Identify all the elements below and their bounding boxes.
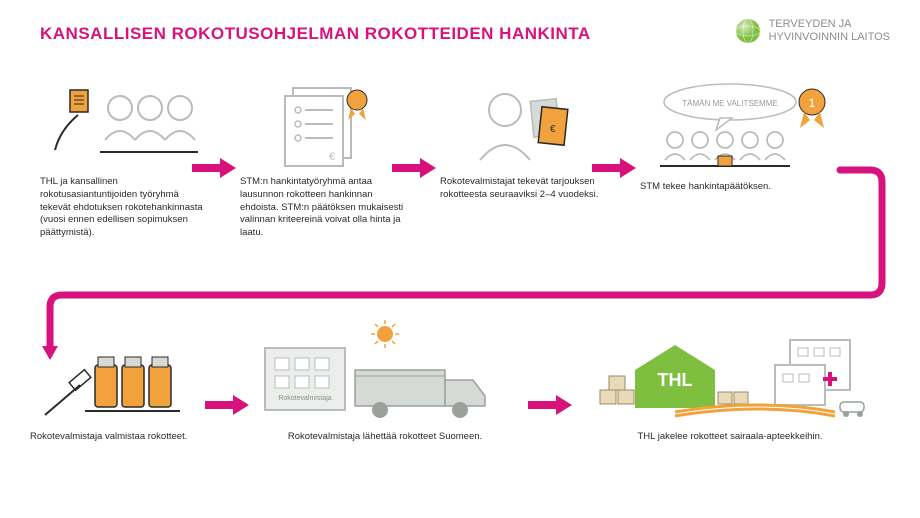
vials-icon [30,335,200,425]
group-proposal-icon [40,80,210,170]
thl-distribute-icon: THL [580,320,880,425]
factory-truck-icon: Rokotevalmistaja [255,320,515,425]
step-5-caption: Rokotevalmistaja valmistaa rokotteet. [30,431,200,444]
svg-text:THL: THL [658,370,693,390]
thl-logo: TERVEYDEN JA HYVINVOINNIN LAITOS [735,18,890,44]
decision-icon: TÄMÄN ME VALITSEMME 1 [640,80,850,175]
step-1: THL ja kansallinen rokotusasiantuntijoid… [40,80,210,240]
step-4-caption: STM tekee hankintapäätöksen. [640,181,850,194]
step-5: Rokotevalmistaja valmistaa rokotteet. [30,335,200,444]
step-3-caption: Rokotevalmistajat tekevät tarjouksen rok… [440,176,610,202]
person-papers-icon: € [440,80,610,170]
arrow-5 [528,395,572,415]
svg-text:€: € [329,151,335,163]
step-7-caption: THL jakelee rokotteet sairaala-apteekkei… [580,431,880,444]
svg-text:1: 1 [809,96,816,110]
arrow-3 [592,158,636,178]
step-6: Rokotevalmistaja Rokotevalmistaja lähett… [255,320,515,444]
logo-text: TERVEYDEN JA HYVINVOINNIN LAITOS [769,18,890,44]
step-4: TÄMÄN ME VALITSEMME 1 STM tekee hankinta… [640,80,850,194]
step-6-caption: Rokotevalmistaja lähettää rokotteet Suom… [255,431,515,444]
arrow-1 [192,158,236,178]
step-2: € STM:n hankintatyöryhmä antaa lausunnon… [240,80,410,240]
step-3: € Rokotevalmistajat tekevät tarjouksen r… [440,80,610,202]
step-2-caption: STM:n hankintatyöryhmä antaa lausunnon r… [240,176,410,240]
logo-line1: TERVEYDEN JA [769,18,890,31]
globe-icon [735,18,761,44]
arrow-4 [205,395,249,415]
documents-icon: € [240,80,410,170]
logo-line2: HYVINVOINNIN LAITOS [769,31,890,44]
title-text: KANSALLISEN ROKOTUSOHJELMAN ROKOTTEIDEN … [40,24,591,43]
bubble-text: TÄMÄN ME VALITSEMME [682,99,777,108]
page-title: KANSALLISEN ROKOTUSOHJELMAN ROKOTTEIDEN … [40,24,591,44]
arrow-2 [392,158,436,178]
step-1-caption: THL ja kansallinen rokotusasiantuntijoid… [40,176,210,240]
svg-text:Rokotevalmistaja: Rokotevalmistaja [278,395,331,402]
step-7: THL THL jakelee rokott [580,320,880,444]
svg-text:€: € [550,124,556,135]
